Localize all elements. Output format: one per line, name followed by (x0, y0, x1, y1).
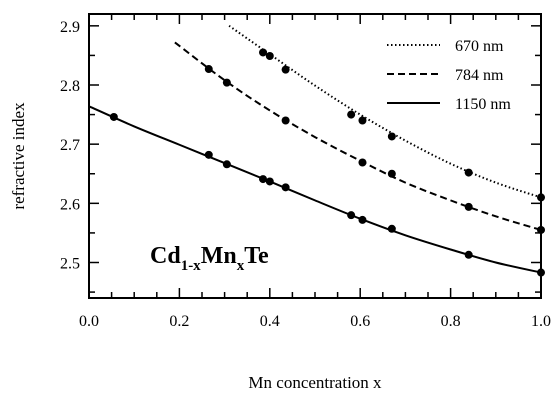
legend-label-1150: 1150 nm (455, 96, 511, 113)
data-point (204, 150, 213, 159)
data-point (222, 78, 231, 87)
data-point (281, 183, 290, 192)
compound-part-te: Te (244, 243, 269, 269)
data-point (265, 177, 274, 186)
data-point (259, 175, 268, 184)
data-point (464, 168, 473, 177)
compound-sub-x: x (237, 258, 245, 274)
x-axis-label-text: Mn concentration x (248, 373, 382, 392)
points (109, 48, 545, 277)
compound-part-mn: Mn (201, 243, 237, 269)
data-point (358, 116, 367, 125)
x-tick-label: 1.0 (531, 313, 551, 330)
y-tick-label: 2.8 (60, 78, 80, 95)
x-tick-label: 0.6 (350, 313, 370, 330)
y-tick-label: 2.9 (60, 19, 80, 36)
data-point (109, 112, 118, 121)
data-point (358, 158, 367, 167)
compound-sub-1-x: 1-x (181, 258, 201, 274)
data-point (222, 160, 231, 169)
tick-labels: 0.0 0.2 0.4 0.6 0.8 1.0 2.5 2.6 2.7 2.8 2.9 (60, 19, 551, 330)
data-point (265, 52, 274, 61)
x-tick-label: 0.0 (79, 313, 99, 330)
data-point (281, 65, 290, 74)
y-axis-label: refractive index (9, 102, 28, 210)
legend: 670 nm 784 nm 1150 nm (387, 38, 511, 113)
ticks (88, 14, 542, 298)
x-tick-label: 0.2 (169, 313, 189, 330)
data-point (387, 169, 396, 178)
data-point (537, 268, 545, 277)
compound-label: Cd1-xMnxTe (150, 243, 269, 274)
x-tick-label: 0.8 (441, 313, 461, 330)
y-tick-label: 2.7 (60, 137, 80, 154)
data-point (347, 211, 356, 220)
data-point (281, 116, 290, 125)
data-point (537, 225, 545, 234)
data-point (347, 110, 356, 119)
data-point (204, 65, 213, 74)
curves (88, 25, 542, 274)
legend-label-784: 784 nm (455, 67, 504, 84)
y-tick-label: 2.6 (60, 196, 80, 213)
data-point (358, 215, 367, 224)
data-point (387, 224, 396, 233)
data-point (387, 132, 396, 141)
compound-part-cd: Cd (150, 243, 181, 269)
data-point (259, 48, 268, 57)
x-axis-label: Mn concentration x (248, 373, 382, 392)
data-point (464, 250, 473, 259)
data-point (464, 202, 473, 211)
y-tick-label: 2.5 (60, 256, 80, 273)
legend-label-670: 670 nm (455, 38, 504, 55)
x-tick-label: 0.4 (260, 313, 280, 330)
series-line-2 (88, 105, 542, 274)
data-point (537, 193, 545, 202)
series-line-0 (228, 25, 542, 199)
